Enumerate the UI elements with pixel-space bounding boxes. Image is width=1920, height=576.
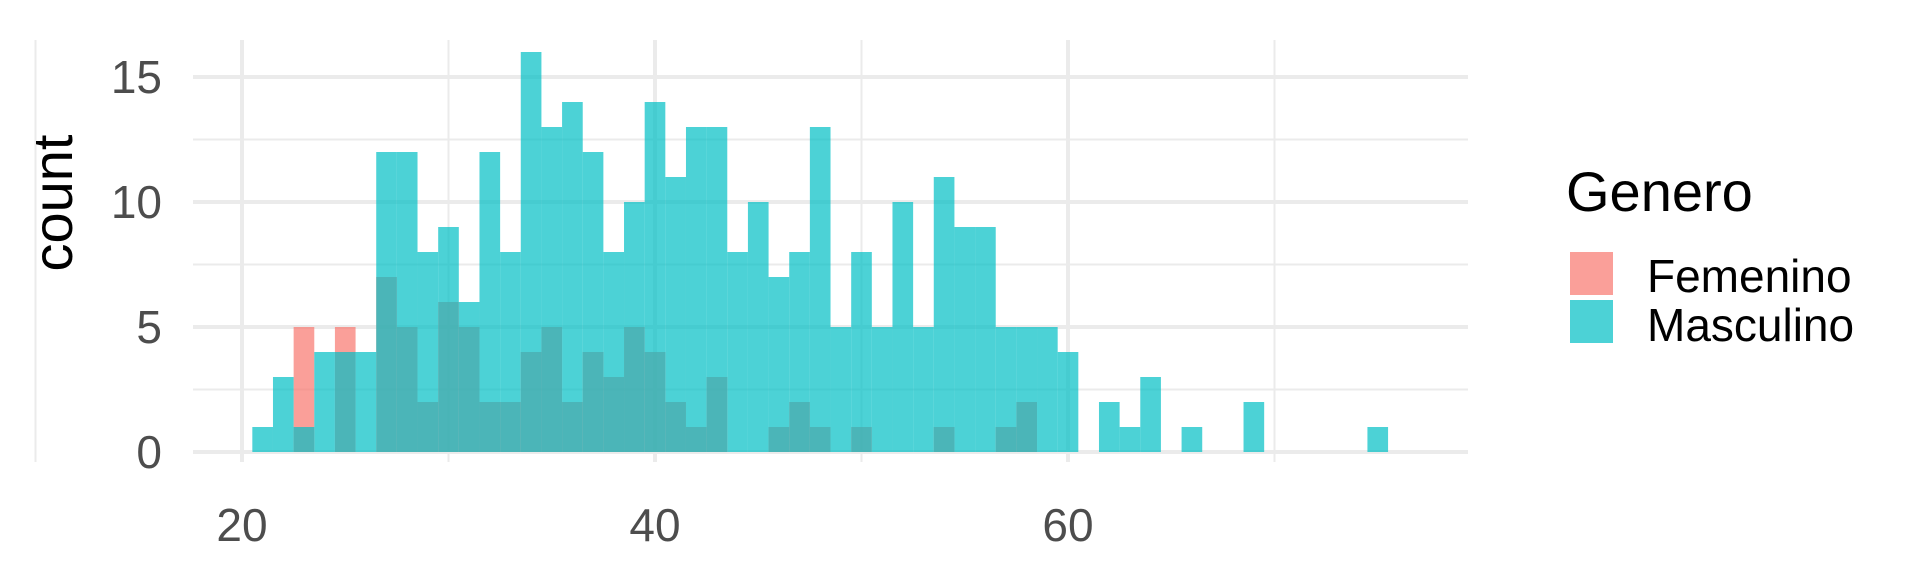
histogram-bar-masculino: [252, 427, 273, 452]
histogram-bar-masculino: [1367, 427, 1388, 452]
histogram-bar-masculino: [603, 252, 624, 452]
histogram-bar-masculino: [831, 327, 852, 452]
histogram-bar-masculino: [872, 327, 893, 452]
legend-key-femenino: [1570, 252, 1613, 295]
histogram-bar-masculino: [624, 202, 645, 452]
histogram-bar-masculino: [335, 352, 356, 452]
histogram-bar-masculino: [541, 127, 562, 452]
histogram-bar-masculino: [1058, 352, 1079, 452]
y-tick-label: 10: [111, 176, 162, 228]
x-tick-label: 60: [1042, 499, 1093, 551]
y-axis-ticks: 0 5 10 15: [111, 51, 162, 478]
histogram-bar-masculino: [376, 152, 397, 452]
histogram-bar-masculino: [583, 152, 604, 452]
histogram-bar-masculino: [645, 102, 666, 452]
histogram-bar-masculino: [769, 277, 790, 452]
y-tick-label: 15: [111, 51, 162, 103]
legend-title: Genero: [1566, 160, 1753, 223]
histogram-bar-masculino: [954, 227, 975, 452]
legend-label-femenino: Femenino: [1647, 250, 1852, 302]
histogram-bar-masculino: [397, 152, 418, 452]
histogram-bar-masculino: [356, 352, 377, 452]
x-axis-ticks: 20 40 60: [216, 499, 1093, 551]
histogram-bar-masculino: [1037, 327, 1058, 452]
histogram-bar-masculino: [479, 152, 500, 452]
histogram-bar-masculino: [789, 252, 810, 452]
histogram-bar-masculino: [892, 202, 913, 452]
histogram-bar-masculino: [1244, 402, 1265, 452]
x-tick-label: 40: [629, 499, 680, 551]
histogram-bar-masculino: [748, 202, 769, 452]
histogram-bar-masculino: [913, 327, 934, 452]
histogram-bar-masculino: [975, 227, 996, 452]
x-tick-label: 20: [216, 499, 267, 551]
histogram-bar-masculino: [810, 127, 831, 452]
histogram-bar-masculino: [459, 302, 480, 452]
histogram-bar-masculino: [1120, 427, 1141, 452]
histogram-bar-masculino: [665, 177, 686, 452]
y-tick-label: 5: [136, 301, 162, 353]
histogram-bar-masculino: [1182, 427, 1203, 452]
histogram-bar-masculino: [273, 377, 294, 452]
histogram-bar-masculino: [1099, 402, 1120, 452]
histogram-bar-masculino: [500, 252, 521, 452]
histogram-bar-masculino: [686, 127, 707, 452]
histogram-bar-masculino: [521, 52, 542, 452]
histogram-bar-masculino: [418, 252, 439, 452]
histogram-bar-masculino: [1016, 327, 1037, 452]
histogram-bar-masculino: [996, 327, 1017, 452]
y-axis-title: count: [21, 134, 84, 271]
histogram-bar-masculino: [438, 227, 459, 452]
histogram-bar-masculino: [562, 102, 583, 452]
histogram-bar-masculino: [294, 427, 315, 452]
y-tick-label: 0: [136, 426, 162, 478]
histogram-bar-masculino: [1140, 377, 1161, 452]
histogram-bar-masculino: [727, 252, 748, 452]
histogram-bar-masculino: [314, 352, 335, 452]
bars-masculino: [252, 52, 1388, 452]
histogram-bar-masculino: [934, 177, 955, 452]
histogram-bar-masculino: [851, 252, 872, 452]
legend-label-masculino: Masculino: [1647, 299, 1854, 351]
histogram-bar-masculino: [707, 127, 728, 452]
legend-key-masculino: [1570, 300, 1613, 343]
